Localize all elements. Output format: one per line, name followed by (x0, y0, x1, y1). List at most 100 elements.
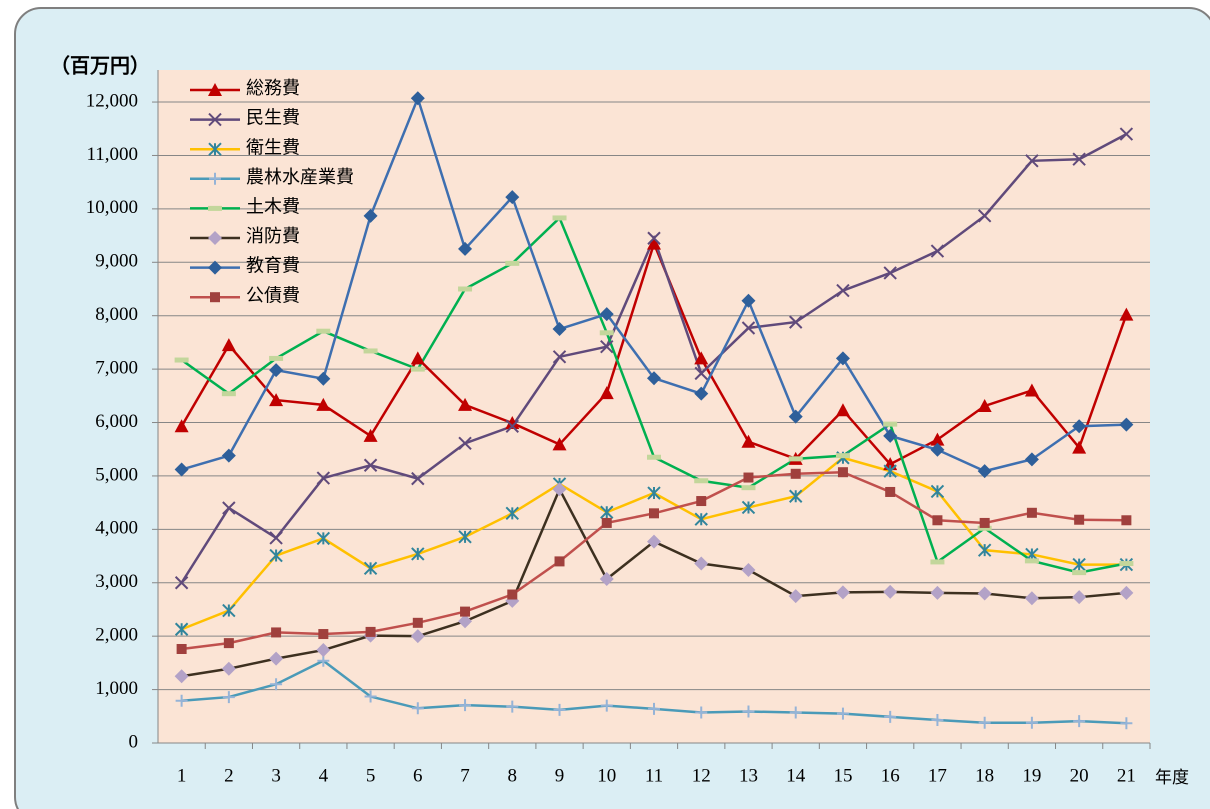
x-tick-label: 6 (413, 765, 423, 786)
marker (1073, 715, 1086, 728)
marker (316, 397, 331, 411)
marker (269, 531, 283, 545)
marker (316, 471, 331, 485)
marker (553, 703, 566, 716)
marker (647, 371, 661, 386)
marker (741, 485, 756, 491)
marker (316, 328, 331, 334)
marker (1072, 557, 1086, 572)
marker (741, 500, 756, 515)
marker (883, 266, 897, 280)
marker (208, 83, 222, 96)
marker (885, 486, 896, 497)
marker (932, 515, 943, 526)
marker (458, 530, 472, 544)
marker (789, 489, 803, 503)
marker (269, 548, 283, 563)
y-tick-label: 7,000 (95, 357, 138, 378)
x-tick-label: 15 (833, 765, 852, 786)
marker (977, 464, 992, 479)
marker (930, 585, 945, 600)
marker (601, 517, 612, 528)
x-tick-label: 9 (555, 765, 565, 786)
marker (458, 397, 473, 411)
marker (411, 471, 425, 486)
x-tick-label: 17 (928, 765, 947, 786)
marker (318, 629, 329, 640)
marker (222, 691, 235, 704)
legend-label: 衛生費 (246, 137, 300, 157)
marker (790, 468, 801, 479)
marker (410, 91, 425, 106)
marker (269, 363, 284, 378)
marker (694, 351, 709, 365)
marker (363, 208, 378, 223)
marker (554, 556, 565, 567)
marker (552, 437, 567, 451)
marker (505, 190, 520, 205)
marker (883, 428, 898, 443)
marker (316, 643, 331, 658)
marker (174, 669, 189, 684)
marker (552, 482, 567, 497)
legend-label: 土木費 (246, 197, 300, 217)
marker (458, 614, 473, 629)
marker (221, 661, 236, 676)
marker (789, 706, 802, 719)
marker (1119, 585, 1134, 600)
legend-label: 農林水産業費 (246, 167, 354, 187)
marker (1072, 570, 1087, 576)
marker (835, 403, 850, 417)
y-tick-label: 6,000 (95, 411, 138, 432)
marker (506, 700, 519, 713)
x-tick-label: 16 (881, 765, 900, 786)
marker (741, 321, 756, 335)
marker (930, 432, 945, 446)
marker (743, 472, 754, 483)
marker (174, 576, 189, 590)
marker (210, 292, 220, 303)
marker (599, 307, 614, 322)
marker (1026, 507, 1037, 518)
marker (836, 707, 849, 720)
marker (930, 442, 945, 457)
marker (174, 462, 189, 477)
marker (175, 694, 188, 707)
marker (270, 678, 283, 691)
marker (1024, 591, 1039, 606)
marker (410, 629, 425, 644)
marker (1074, 514, 1085, 525)
marker (1024, 558, 1039, 564)
marker (931, 714, 944, 727)
marker (741, 562, 756, 577)
marker (977, 543, 992, 557)
marker (788, 589, 803, 604)
marker (1119, 417, 1134, 432)
marker (208, 205, 222, 211)
legend-label: 教育費 (246, 256, 300, 276)
marker (600, 339, 614, 354)
legend-label: 消防費 (246, 226, 300, 246)
marker (223, 638, 234, 649)
marker (1119, 307, 1134, 321)
marker (174, 622, 189, 636)
marker (694, 556, 709, 571)
marker (363, 561, 378, 576)
marker (835, 585, 850, 600)
marker (174, 357, 189, 363)
marker (209, 172, 221, 185)
marker (647, 454, 661, 460)
marker (458, 436, 472, 451)
marker (552, 322, 567, 337)
marker (458, 241, 473, 256)
marker (316, 531, 331, 546)
x-axis-title: 年度 (1155, 768, 1189, 787)
marker (222, 501, 236, 515)
marker (978, 716, 991, 729)
marker (176, 643, 187, 654)
marker (460, 606, 471, 617)
marker (741, 434, 756, 448)
marker (221, 338, 236, 352)
marker (363, 428, 378, 442)
marker (269, 393, 284, 407)
